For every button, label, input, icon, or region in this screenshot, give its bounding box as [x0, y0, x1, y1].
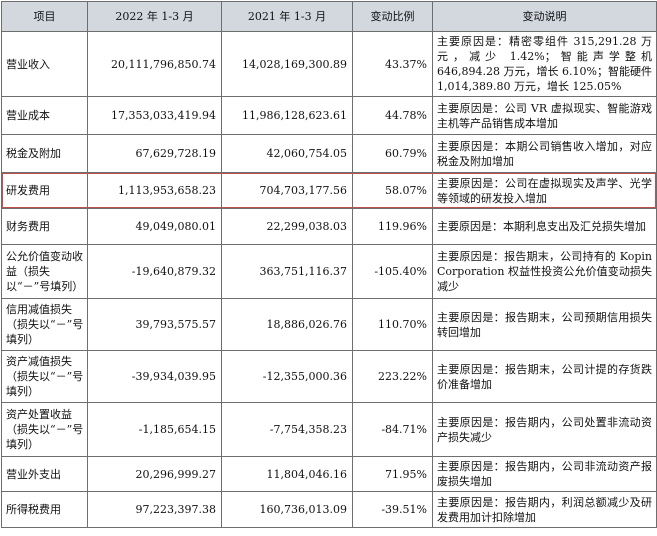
row-desc: 主要原因是：报告期末，公司预期信用损失转回增加 [432, 298, 657, 351]
row-value-2021: 363,751,116.37 [221, 244, 353, 299]
row-desc: 主要原因是：精密零组件 315,291.28 万元，减少 1.42%；智能声学整… [432, 31, 657, 97]
row-value-2021: 160,736,013.09 [221, 491, 353, 528]
row-desc: 主要原因是：公司 VR 虚拟现实、智能游戏主机等产品销售成本增加 [432, 96, 657, 135]
row-item: 税金及附加 [1, 134, 88, 173]
row-value-2022: 17,353,033,419.94 [87, 96, 222, 135]
table-row: 营业外支出 20,296,999.27 11,804,046.16 71.95%… [1, 456, 657, 492]
row-ratio: -84.71% [352, 402, 433, 457]
row-value-2022: 49,049,080.01 [87, 208, 222, 245]
table-row: 公允价值变动收益（损失以“－”号填列） -19,640,879.32 363,7… [1, 244, 657, 299]
header-2022: 2022 年 1-3 月 [87, 1, 222, 32]
row-value-2022: -39,934,039.95 [87, 350, 222, 403]
row-value-2022: 20,296,999.27 [87, 456, 222, 492]
header-row: 项目 2022 年 1-3 月 2021 年 1-3 月 变动比例 变动说明 [1, 1, 657, 32]
table-row: 财务费用 49,049,080.01 22,299,038.03 119.96%… [1, 208, 657, 245]
row-value-2022: 67,629,728.19 [87, 134, 222, 173]
row-value-2022: 20,111,796,850.74 [87, 31, 222, 97]
row-value-2021: 14,028,169,300.89 [221, 31, 353, 97]
row-value-2021: 18,886,026.76 [221, 298, 353, 351]
row-ratio: 71.95% [352, 456, 433, 492]
row-ratio: 223.22% [352, 350, 433, 403]
table-row: 税金及附加 67,629,728.19 42,060,754.05 60.79%… [1, 134, 657, 173]
header-ratio: 变动比例 [352, 1, 433, 32]
table-row: 信用减值损失（损失以“－”号填列） 39,793,575.57 18,886,0… [1, 298, 657, 351]
row-value-2022: 97,223,397.38 [87, 491, 222, 528]
table-row: 资产减值损失（损失以“－”号填列） -39,934,039.95 -12,355… [1, 350, 657, 403]
row-value-2022: -19,640,879.32 [87, 244, 222, 299]
row-desc: 主要原因是：本期利息支出及汇兑损失增加 [432, 208, 657, 245]
row-item: 营业外支出 [1, 456, 88, 492]
row-item: 信用减值损失（损失以“－”号填列） [1, 298, 88, 351]
row-ratio: 58.07% [352, 172, 433, 209]
row-item: 研发费用 [1, 172, 88, 209]
row-desc: 主要原因是：报告期内，公司处置非流动资产损失减少 [432, 402, 657, 457]
row-desc: 主要原因是：报告期内，利润总额减少及研发费用加计扣除增加 [432, 491, 657, 528]
header-item: 项目 [1, 1, 88, 32]
row-value-2021: -12,355,000.36 [221, 350, 353, 403]
row-ratio: 119.96% [352, 208, 433, 245]
row-value-2022: 1,113,953,658.23 [87, 172, 222, 209]
row-item: 所得税费用 [1, 491, 88, 528]
table-row: 资产处置收益（损失以“－”号填列） -1,185,654.15 -7,754,3… [1, 402, 657, 457]
row-desc: 主要原因是：报告期末，公司持有的 Kopin Corporation 权益性投资… [432, 244, 657, 299]
row-ratio: -105.40% [352, 244, 433, 299]
row-value-2021: 11,804,046.16 [221, 456, 353, 492]
row-item: 资产处置收益（损失以“－”号填列） [1, 402, 88, 457]
row-desc: 主要原因是：报告期末，公司计提的存货跌价准备增加 [432, 350, 657, 403]
table-row: 营业成本 17,353,033,419.94 11,986,128,623.61… [1, 96, 657, 135]
row-item: 资产减值损失（损失以“－”号填列） [1, 350, 88, 403]
row-item: 营业收入 [1, 31, 88, 97]
row-ratio: -39.51% [352, 491, 433, 528]
row-value-2021: 42,060,754.05 [221, 134, 353, 173]
row-ratio: 44.78% [352, 96, 433, 135]
row-value-2022: 39,793,575.57 [87, 298, 222, 351]
row-ratio: 110.70% [352, 298, 433, 351]
row-desc: 主要原因是：报告期内，公司非流动资产报废损失增加 [432, 456, 657, 492]
row-desc: 主要原因是：本期公司销售收入增加，对应税金及附加增加 [432, 134, 657, 173]
row-item: 营业成本 [1, 96, 88, 135]
row-value-2021: 11,986,128,623.61 [221, 96, 353, 135]
table-row: 营业收入 20,111,796,850.74 14,028,169,300.89… [1, 31, 657, 97]
row-ratio: 43.37% [352, 31, 433, 97]
row-item: 公允价值变动收益（损失以“－”号填列） [1, 244, 88, 299]
row-value-2021: 22,299,038.03 [221, 208, 353, 245]
table-row: 所得税费用 97,223,397.38 160,736,013.09 -39.5… [1, 491, 657, 528]
row-value-2021: -7,754,358.23 [221, 402, 353, 457]
row-item: 财务费用 [1, 208, 88, 245]
row-value-2022: -1,185,654.15 [87, 402, 222, 457]
header-2021: 2021 年 1-3 月 [221, 1, 353, 32]
table-row-highlighted: 研发费用 1,113,953,658.23 704,703,177.56 58.… [1, 172, 657, 209]
row-desc: 主要原因是：公司在虚拟现实及声学、光学等领域的研发投入增加 [432, 172, 657, 209]
row-value-2021: 704,703,177.56 [221, 172, 353, 209]
row-ratio: 60.79% [352, 134, 433, 173]
header-desc: 变动说明 [432, 1, 657, 32]
